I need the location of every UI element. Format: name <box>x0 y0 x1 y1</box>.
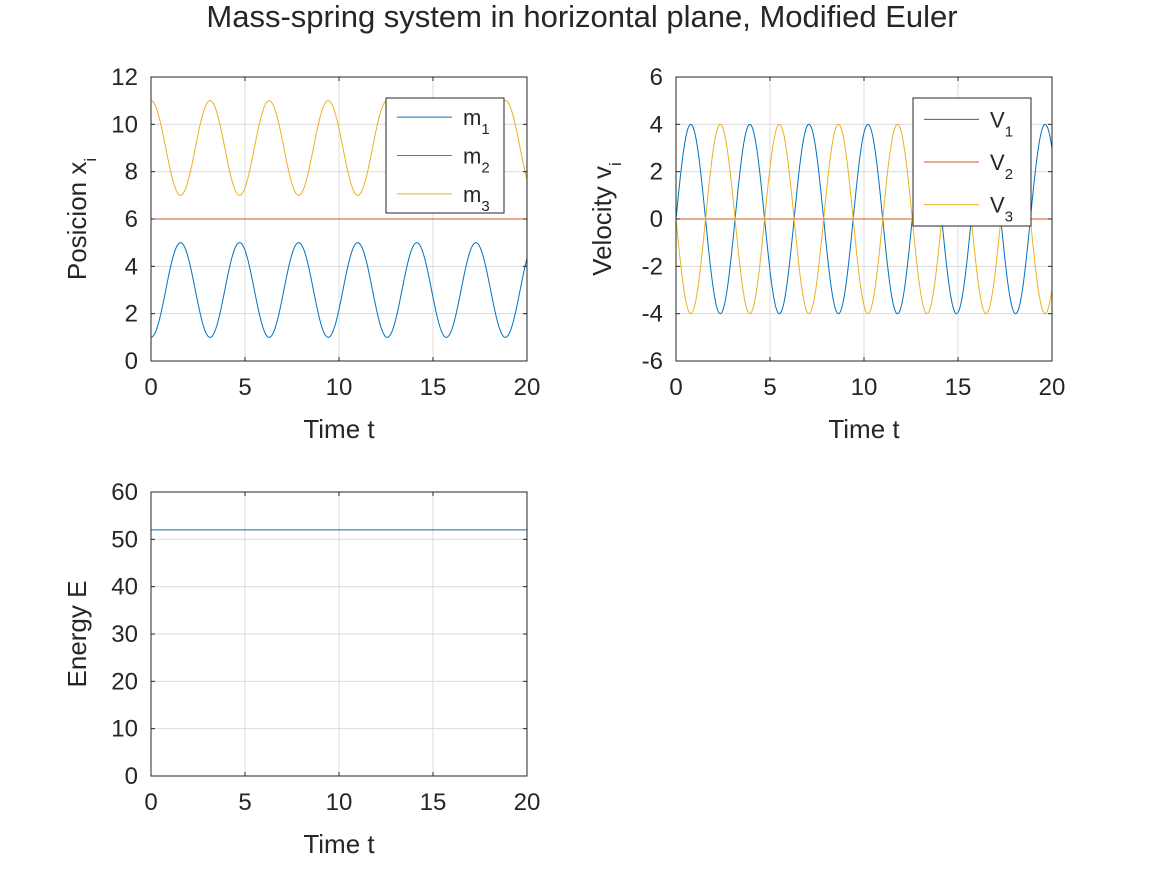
x-tick-label: 0 <box>669 374 682 401</box>
x-axis-label: Time t <box>303 414 375 444</box>
y-tick-label: 20 <box>111 668 138 695</box>
x-tick-label: 10 <box>851 374 878 401</box>
y-axis-label: Posicion xi <box>62 158 100 280</box>
y-tick-label: -2 <box>642 253 663 280</box>
y-axis-label: Energy E <box>62 581 92 688</box>
y-tick-label: -6 <box>642 348 663 375</box>
legend-entry-sub: 1 <box>481 121 489 138</box>
y-axis-label-main: Energy E <box>62 581 92 688</box>
legend-entry-name: V <box>990 107 1005 132</box>
x-axis-label: Time t <box>828 414 900 444</box>
legend-entry-name: m <box>463 144 481 169</box>
y-tick-label: 4 <box>125 253 138 280</box>
x-tick-label: 15 <box>945 374 972 401</box>
x-tick-label: 20 <box>514 789 541 816</box>
x-tick-label: 15 <box>420 789 447 816</box>
y-axis-label: Velocity vi <box>587 162 625 276</box>
x-tick-label: 15 <box>420 374 447 401</box>
series-line-m1 <box>150 242 528 338</box>
y-tick-label: 6 <box>125 206 138 233</box>
legend-entry-sub: 3 <box>1005 208 1013 225</box>
x-tick-label: 0 <box>144 374 157 401</box>
legend-entry: V2 <box>990 150 1013 183</box>
legend-entry: V1 <box>990 107 1013 140</box>
x-tick-label: 0 <box>144 789 157 816</box>
legend-entry: V3 <box>990 193 1013 226</box>
y-tick-label: 10 <box>111 111 138 138</box>
legend-entry-sub: 3 <box>481 197 489 214</box>
x-tick-label: 5 <box>238 789 251 816</box>
y-tick-label: 30 <box>111 621 138 648</box>
y-tick-label: 4 <box>650 111 663 138</box>
y-tick-label: 10 <box>111 716 138 743</box>
legend-entry: m3 <box>463 182 490 215</box>
legend-entry-name: V <box>990 150 1005 175</box>
x-tick-label: 10 <box>326 789 353 816</box>
legend-entry: m1 <box>463 105 490 137</box>
y-tick-label: 2 <box>125 301 138 328</box>
y-tick-label: 0 <box>650 206 663 233</box>
legend-entry-sub: 2 <box>1005 166 1013 183</box>
y-tick-label: 12 <box>111 64 138 91</box>
legend-entry: m2 <box>463 144 490 177</box>
y-axis-label-main: Velocity v <box>587 166 617 276</box>
series-line-v3 <box>675 123 1053 315</box>
y-axis-label-main: Posicion x <box>62 162 92 281</box>
chart-energy: 0 5 10 15 20 0 10 20 30 40 50 60 Time t Energy E <box>62 479 540 859</box>
y-tick-label: 8 <box>125 159 138 186</box>
y-tick-label: 0 <box>125 763 138 790</box>
y-axis-label-sub: i <box>81 158 100 162</box>
x-axis-label: Time t <box>303 829 375 859</box>
legend-entry-sub: 1 <box>1005 123 1013 140</box>
x-tick-label: 10 <box>326 374 353 401</box>
figure-title: Mass-spring system in horizontal plane, … <box>206 0 957 34</box>
legend-entry-name: m <box>463 182 481 207</box>
y-tick-label: 50 <box>111 526 138 553</box>
x-tick-label: 20 <box>514 374 541 401</box>
legend-entry-name: m <box>463 105 481 130</box>
x-tick-label: 5 <box>238 374 251 401</box>
y-tick-label: -4 <box>642 301 663 328</box>
x-tick-label: 5 <box>763 374 776 401</box>
y-tick-label: 0 <box>125 348 138 375</box>
y-tick-label: 60 <box>111 479 138 506</box>
y-tick-label: 2 <box>650 159 663 186</box>
legend-entry-sub: 2 <box>481 159 489 176</box>
y-tick-label: 40 <box>111 574 138 601</box>
legend-entry-name: V <box>990 193 1005 218</box>
y-axis-label-sub: i <box>606 162 625 166</box>
y-tick-label: 6 <box>650 64 663 91</box>
x-tick-label: 20 <box>1039 374 1066 401</box>
